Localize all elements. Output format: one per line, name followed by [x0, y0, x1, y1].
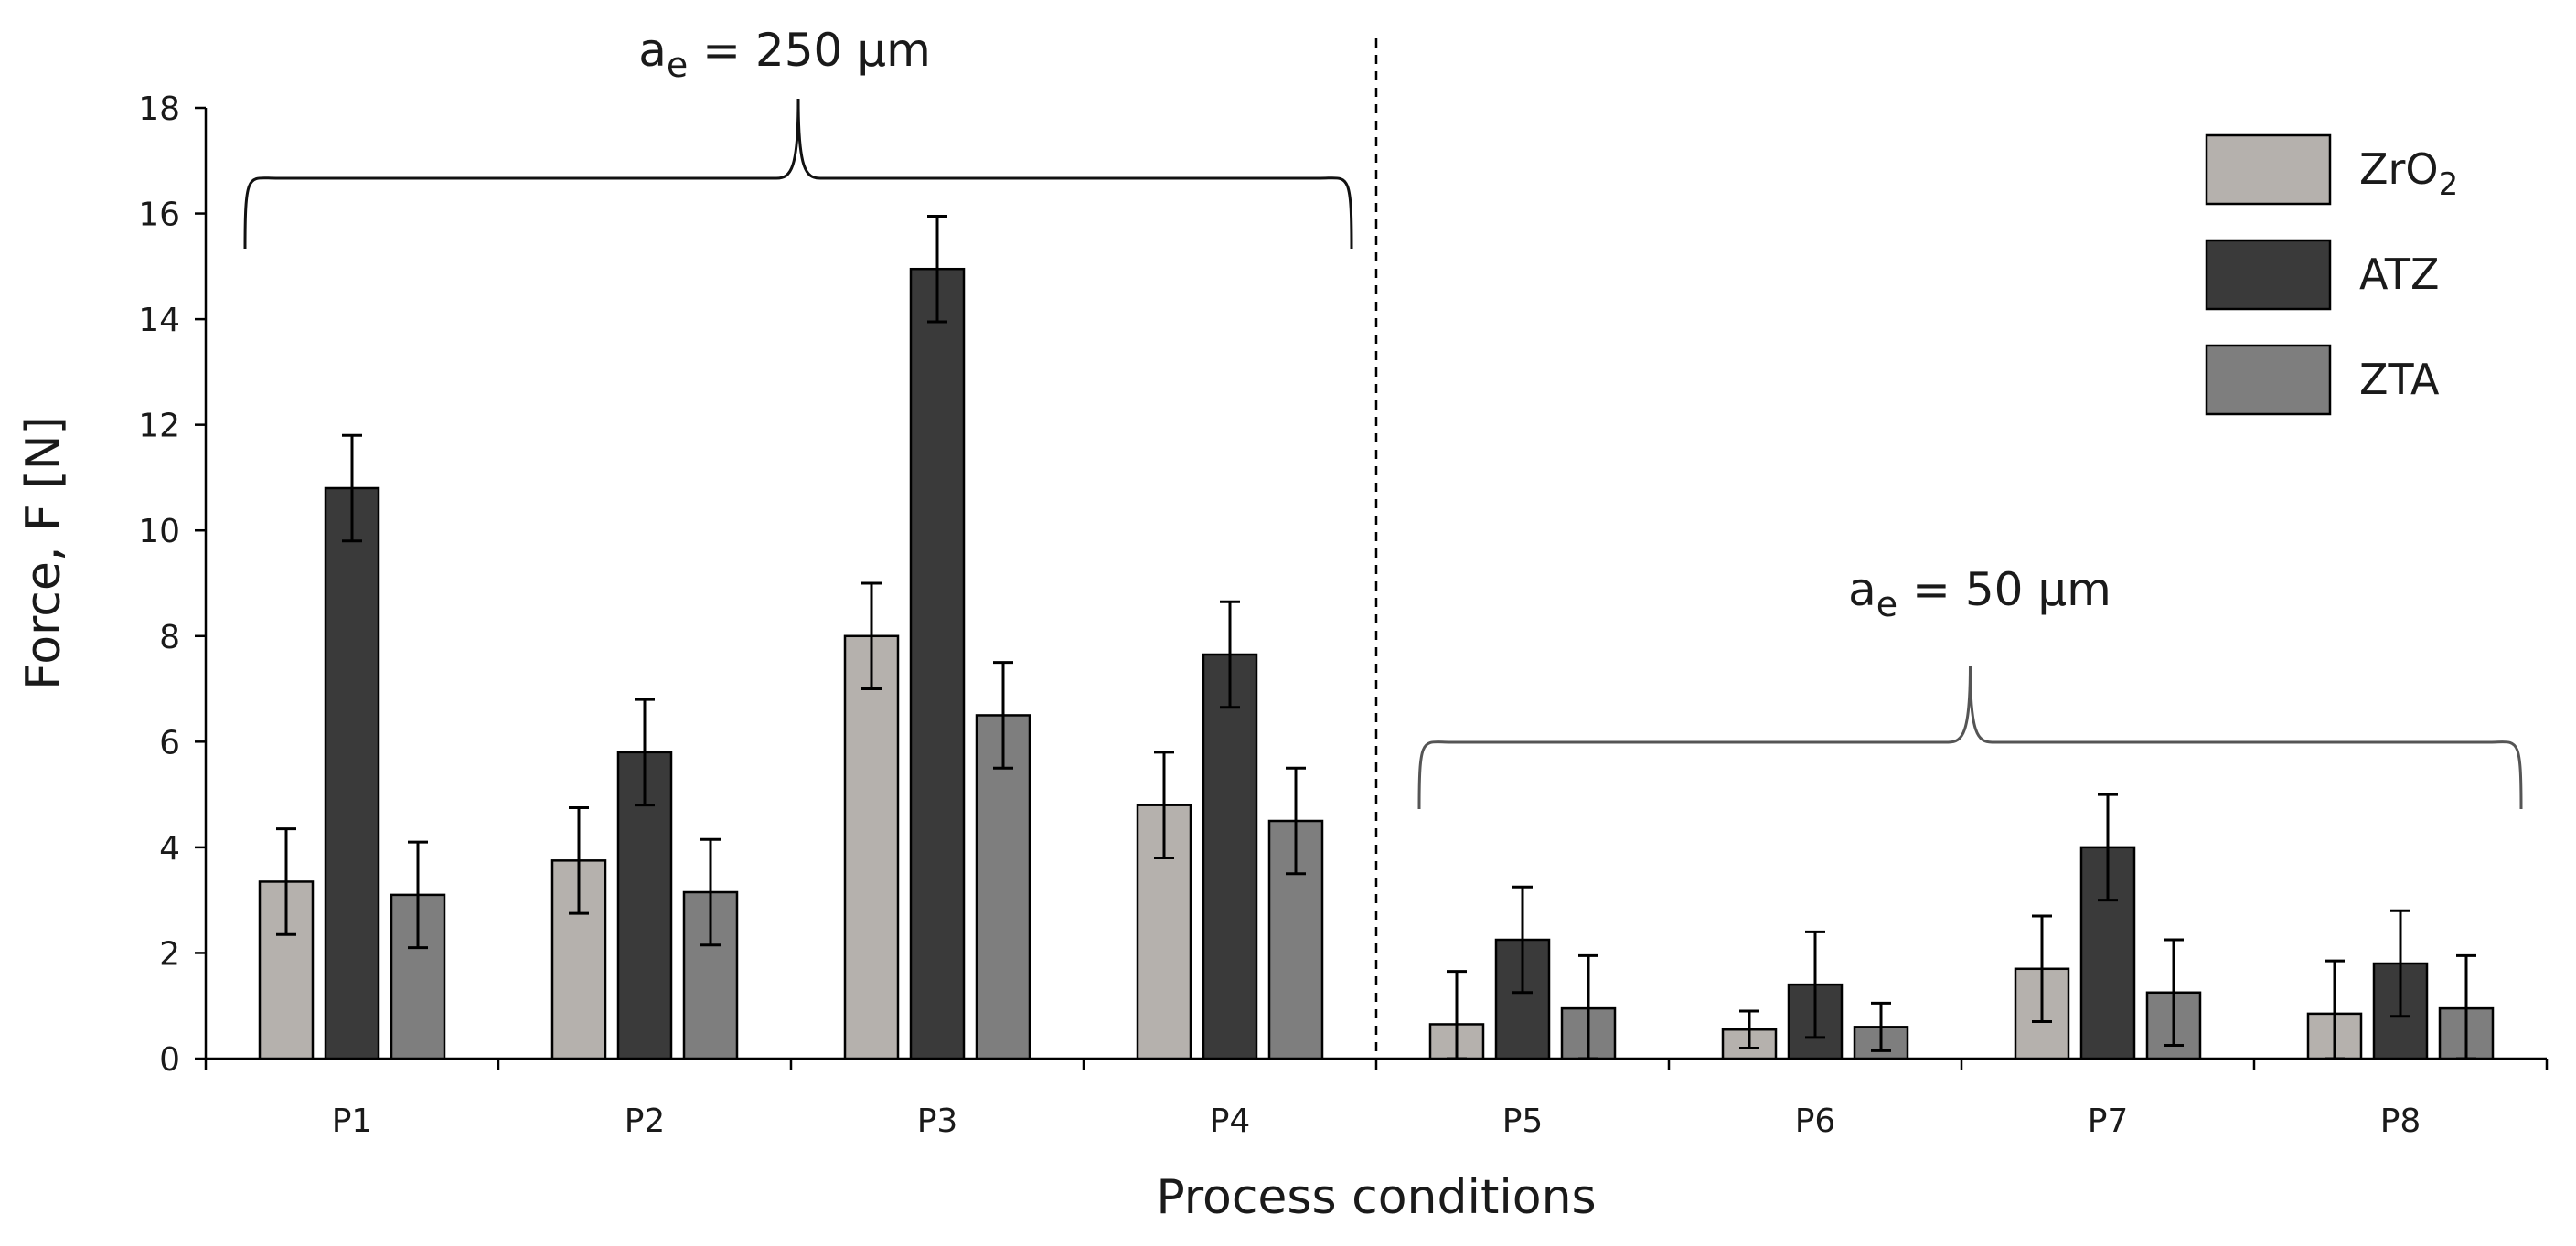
error-bar-p8-atz: [2390, 909, 2410, 1018]
error-bar-p4-zta: [1286, 766, 1306, 876]
x-axis-title: Process conditions: [1156, 1170, 1596, 1225]
error-bar-p2-atz: [635, 698, 655, 807]
error-bar-p5-atz: [1512, 885, 1533, 995]
error-bar-p1-zta: [408, 840, 428, 950]
x-tick-label: P5: [1502, 1102, 1544, 1140]
x-tick-label: P3: [917, 1102, 958, 1140]
y-tick-label: 18: [138, 91, 180, 128]
y-tick-label: 4: [159, 830, 180, 868]
error-bars: [276, 214, 2476, 1060]
x-tick-label: P7: [2088, 1102, 2129, 1140]
legend-label: ZTA: [2359, 355, 2440, 404]
annotation-ae-250: ae = 250 µm: [638, 24, 931, 85]
error-bar-p7-zro: [2032, 914, 2052, 1024]
bar-p1-atz: [324, 486, 380, 1060]
error-bar-p2-zro: [569, 806, 589, 915]
y-tick-label: 14: [138, 302, 180, 339]
y-tick-label: 8: [159, 619, 180, 656]
brace-ae-50: [1417, 665, 2523, 810]
error-bar-p6-atz: [1805, 930, 1825, 1039]
y-tick-label: 0: [159, 1041, 180, 1079]
error-bar-p3-zta: [993, 661, 1013, 770]
legend-item-atz: ATZ: [2205, 239, 2440, 311]
legend-item-zro: ZrO2: [2205, 133, 2458, 206]
brace-ae-250: [243, 98, 1353, 250]
x-tick-label: P2: [625, 1102, 666, 1140]
error-bar-p3-atz: [927, 214, 947, 324]
legend-swatch: [2205, 133, 2332, 206]
error-bar-p1-zro: [276, 827, 296, 936]
y-tick-label: 2: [159, 935, 180, 973]
legend-swatch: [2205, 344, 2332, 416]
x-tick-label: P4: [1210, 1102, 1251, 1140]
legend-label: ZrO2: [2359, 144, 2458, 203]
legend: ZrO2 ATZ ZTA: [2205, 133, 2458, 416]
error-bar-p1-atz: [342, 433, 362, 543]
annotation-ae-50: ae = 50 µm: [1848, 563, 2111, 624]
error-bar-p2-zta: [700, 837, 721, 947]
x-tick-label: P6: [1795, 1102, 1836, 1140]
error-bar-p5-zro: [1447, 970, 1467, 1060]
legend-swatch: [2205, 239, 2332, 311]
legend-label: ATZ: [2359, 250, 2440, 299]
y-tick-label: 10: [138, 513, 180, 550]
x-tick-label: P1: [332, 1102, 373, 1140]
error-bar-p5-zta: [1578, 953, 1598, 1060]
x-tick-label: P8: [2380, 1102, 2421, 1140]
error-bar-p4-atz: [1220, 600, 1240, 709]
bar-p4-atz: [1202, 653, 1258, 1060]
error-bar-p7-atz: [2098, 793, 2118, 902]
x-axis: P1 P2 P3 P4 P5 P6 P7 P8: [204, 1057, 2549, 1140]
error-bar-p8-zta: [2456, 953, 2476, 1060]
y-tick-label: 12: [138, 408, 180, 445]
error-bar-p6-zta: [1871, 1001, 1891, 1052]
error-bar-p8-zro: [2325, 959, 2345, 1060]
y-tick-label: 6: [159, 724, 180, 761]
bar-p3-zta: [975, 714, 1031, 1060]
error-bar-p6-zro: [1739, 1009, 1759, 1049]
legend-item-zta: ZTA: [2205, 344, 2440, 416]
bar-p3-zro: [843, 634, 900, 1060]
bar-p3-atz: [909, 267, 966, 1060]
y-tick-label: 16: [138, 197, 180, 234]
y-axis: 0 2 4 6 8 10 12 14 16 18: [138, 91, 208, 1079]
y-axis-title: Force, F [N]: [16, 416, 71, 690]
error-bar-p4-zro: [1154, 751, 1174, 859]
error-bar-p3-zro: [861, 581, 882, 691]
error-bar-p7-zta: [2164, 938, 2184, 1048]
